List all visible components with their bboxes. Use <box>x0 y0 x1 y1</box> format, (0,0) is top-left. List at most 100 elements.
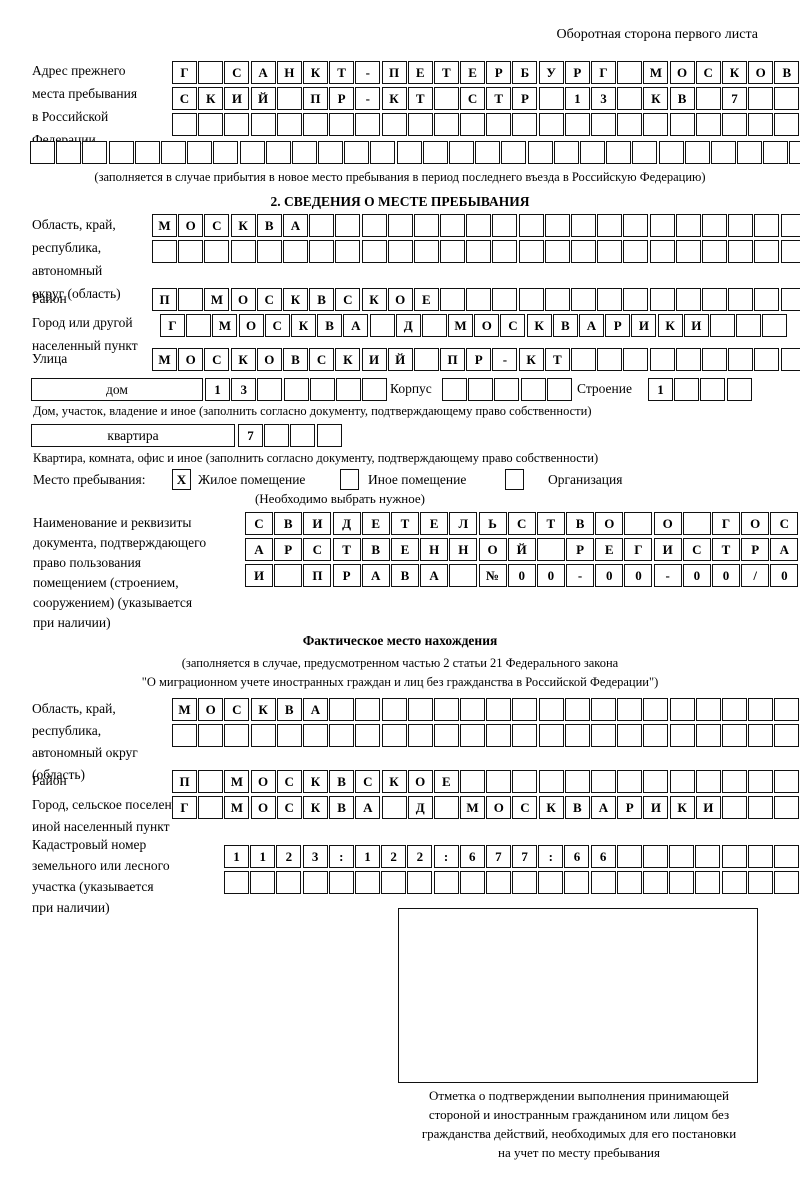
char-cell[interactable]: 3 <box>591 87 616 110</box>
char-cell[interactable]: Д <box>407 796 433 819</box>
char-cell[interactable]: М <box>172 698 197 721</box>
char-cell[interactable]: Р <box>512 87 538 110</box>
char-cell[interactable]: Т <box>486 87 512 110</box>
char-cell[interactable] <box>291 141 317 164</box>
char-cell[interactable] <box>460 698 486 721</box>
char-cell[interactable] <box>381 113 407 136</box>
char-cell[interactable]: К <box>538 796 564 819</box>
char-cell[interactable]: С <box>276 770 302 793</box>
char-cell[interactable]: О <box>178 214 204 237</box>
char-cell[interactable] <box>773 871 799 894</box>
char-cell[interactable] <box>747 871 773 894</box>
doc-row-1[interactable]: СВИДЕТЕЛЬСТВООГОСУД <box>245 512 800 535</box>
char-cell[interactable]: А <box>770 538 799 561</box>
char-cell[interactable] <box>370 141 396 164</box>
char-cell[interactable] <box>780 288 800 311</box>
char-cell[interactable] <box>329 698 355 721</box>
char-cell[interactable]: К <box>302 61 328 84</box>
char-cell[interactable] <box>178 288 204 311</box>
char-cell[interactable]: К <box>302 796 328 819</box>
char-cell[interactable] <box>762 314 788 337</box>
char-cell[interactable]: - <box>355 87 381 110</box>
char-cell[interactable] <box>728 240 754 263</box>
char-cell[interactable]: Е <box>420 512 449 535</box>
char-cell[interactable] <box>421 314 447 337</box>
prev-address-row-4[interactable] <box>30 141 800 164</box>
char-cell[interactable] <box>362 378 388 401</box>
char-cell[interactable]: Й <box>507 538 536 561</box>
char-cell[interactable]: С <box>172 87 197 110</box>
char-cell[interactable] <box>748 770 774 793</box>
char-cell[interactable] <box>335 378 361 401</box>
char-cell[interactable]: 1 <box>354 845 380 868</box>
char-cell[interactable]: 2 <box>276 845 302 868</box>
char-cell[interactable]: А <box>343 314 369 337</box>
char-cell[interactable] <box>773 845 799 868</box>
char-cell[interactable]: М <box>212 314 238 337</box>
char-cell[interactable]: 6 <box>459 845 485 868</box>
char-cell[interactable] <box>701 214 727 237</box>
char-cell[interactable] <box>643 113 669 136</box>
char-cell[interactable] <box>224 724 250 747</box>
char-cell[interactable] <box>544 240 570 263</box>
char-cell[interactable]: Ь <box>478 512 507 535</box>
char-cell[interactable]: А <box>579 314 604 337</box>
char-cell[interactable]: Й <box>250 87 276 110</box>
char-cell[interactable] <box>440 288 466 311</box>
char-cell[interactable]: Г <box>160 314 185 337</box>
char-cell[interactable]: Р <box>329 87 355 110</box>
char-cell[interactable]: Е <box>595 538 624 561</box>
char-cell[interactable] <box>591 724 616 747</box>
char-cell[interactable] <box>518 214 544 237</box>
char-cell[interactable]: 0 <box>770 564 799 587</box>
char-cell[interactable] <box>617 87 643 110</box>
char-cell[interactable] <box>774 87 800 110</box>
char-cell[interactable]: В <box>329 770 355 793</box>
char-cell[interactable] <box>643 845 668 868</box>
char-cell[interactable] <box>276 724 302 747</box>
char-cell[interactable]: О <box>595 512 624 535</box>
char-cell[interactable]: М <box>152 214 177 237</box>
char-cell[interactable] <box>198 724 224 747</box>
char-cell[interactable] <box>695 698 721 721</box>
char-cell[interactable] <box>224 871 249 894</box>
char-cell[interactable] <box>466 240 492 263</box>
char-cell[interactable]: Б <box>512 61 538 84</box>
char-cell[interactable] <box>721 113 747 136</box>
char-cell[interactable] <box>695 724 721 747</box>
char-cell[interactable] <box>276 871 302 894</box>
char-cell[interactable]: : <box>538 845 564 868</box>
char-cell[interactable] <box>709 314 735 337</box>
char-cell[interactable]: Н <box>420 538 449 561</box>
char-cell[interactable] <box>669 871 695 894</box>
char-cell[interactable]: К <box>250 698 276 721</box>
char-cell[interactable] <box>198 770 224 793</box>
char-cell[interactable]: К <box>335 348 361 371</box>
char-cell[interactable] <box>721 796 747 819</box>
char-cell[interactable] <box>597 348 623 371</box>
char-cell[interactable]: М <box>152 348 177 371</box>
char-cell[interactable]: 6 <box>590 845 616 868</box>
char-cell[interactable] <box>381 724 407 747</box>
char-cell[interactable] <box>198 61 224 84</box>
char-cell[interactable]: М <box>643 61 669 84</box>
char-cell[interactable]: Е <box>413 288 439 311</box>
char-cell[interactable]: Т <box>433 61 459 84</box>
char-cell[interactable] <box>538 698 564 721</box>
char-cell[interactable] <box>658 141 684 164</box>
char-cell[interactable] <box>695 845 721 868</box>
char-cell[interactable] <box>606 141 632 164</box>
char-cell[interactable] <box>617 113 643 136</box>
char-cell[interactable] <box>701 288 727 311</box>
char-cell[interactable]: С <box>224 61 250 84</box>
char-cell[interactable] <box>204 240 230 263</box>
char-cell[interactable] <box>538 770 564 793</box>
char-cell[interactable] <box>695 871 721 894</box>
char-cell[interactable] <box>486 724 512 747</box>
char-cell[interactable]: О <box>669 61 695 84</box>
